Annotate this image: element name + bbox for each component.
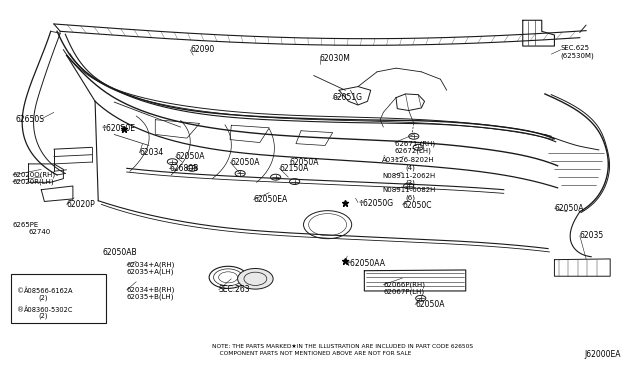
Text: 62051G: 62051G <box>333 93 363 102</box>
Text: 62050A: 62050A <box>230 158 260 167</box>
Text: 62030M: 62030M <box>320 54 351 64</box>
Text: 62050A: 62050A <box>415 300 445 309</box>
Text: 62740: 62740 <box>29 229 51 235</box>
Text: J62000EA: J62000EA <box>584 350 621 359</box>
Text: 62034+B(RH): 62034+B(RH) <box>127 286 175 293</box>
Text: 62050C: 62050C <box>403 201 432 210</box>
Text: 62035+B(LH): 62035+B(LH) <box>127 293 174 300</box>
Circle shape <box>237 269 273 289</box>
Text: 62020R(LH): 62020R(LH) <box>13 178 54 185</box>
Text: ☦62050AA: ☦62050AA <box>346 259 385 268</box>
Text: 62035+A(LH): 62035+A(LH) <box>127 269 174 275</box>
Text: N08911-2062H: N08911-2062H <box>382 173 435 179</box>
Text: SEC.625: SEC.625 <box>561 45 590 51</box>
Text: 62035: 62035 <box>580 231 604 240</box>
Text: (2): (2) <box>406 179 415 186</box>
Text: 62671 (RH): 62671 (RH) <box>395 140 435 147</box>
Text: 62050A: 62050A <box>175 152 205 161</box>
Text: 62034+A(RH): 62034+A(RH) <box>127 262 175 269</box>
Text: ☦62050G: ☦62050G <box>358 199 393 208</box>
Text: 62050A: 62050A <box>554 203 584 212</box>
Text: 62150A: 62150A <box>280 164 309 173</box>
Text: 62680B: 62680B <box>169 164 198 173</box>
Text: (2): (2) <box>38 294 47 301</box>
Text: Â08360-5302C: Â08360-5302C <box>24 306 74 312</box>
Text: NOTE: THE PARTS MARKED★IN THE ILLUSTRATION ARE INCLUDED IN PART CODE 62650S: NOTE: THE PARTS MARKED★IN THE ILLUSTRATI… <box>212 344 474 349</box>
Text: (62530M): (62530M) <box>561 52 595 58</box>
Text: Â08566-6162A: Â08566-6162A <box>24 288 74 294</box>
Text: (4): (4) <box>406 164 415 171</box>
Text: Â03126-8202H: Â03126-8202H <box>382 157 435 163</box>
Text: SEC.263: SEC.263 <box>219 285 250 294</box>
Text: 62050A: 62050A <box>289 158 319 167</box>
Text: 62050EA: 62050EA <box>253 195 288 204</box>
Text: COMPONENT PARTS NOT MENTIONED ABOVE ARE NOT FOR SALE: COMPONENT PARTS NOT MENTIONED ABOVE ARE … <box>212 351 412 356</box>
Text: (6): (6) <box>406 195 415 201</box>
Text: 62090: 62090 <box>190 45 214 54</box>
Text: 62020P: 62020P <box>67 200 95 209</box>
Text: 62650S: 62650S <box>16 115 45 124</box>
Text: ©: © <box>17 288 24 294</box>
Text: 62020O(RH): 62020O(RH) <box>13 172 56 178</box>
Text: 6265PE: 6265PE <box>13 222 39 228</box>
Text: 62066P(RH): 62066P(RH) <box>383 282 426 288</box>
Text: 62034: 62034 <box>140 148 164 157</box>
Text: ®: ® <box>17 307 24 313</box>
FancyBboxPatch shape <box>12 274 106 323</box>
Text: N08911-6082H: N08911-6082H <box>382 187 435 193</box>
Text: (2): (2) <box>38 313 47 319</box>
Text: 62672(LH): 62672(LH) <box>395 148 431 154</box>
Text: 62067P(LH): 62067P(LH) <box>383 289 424 295</box>
Text: 62050AB: 62050AB <box>102 248 138 257</box>
Text: ☦62050E: ☦62050E <box>101 124 136 134</box>
